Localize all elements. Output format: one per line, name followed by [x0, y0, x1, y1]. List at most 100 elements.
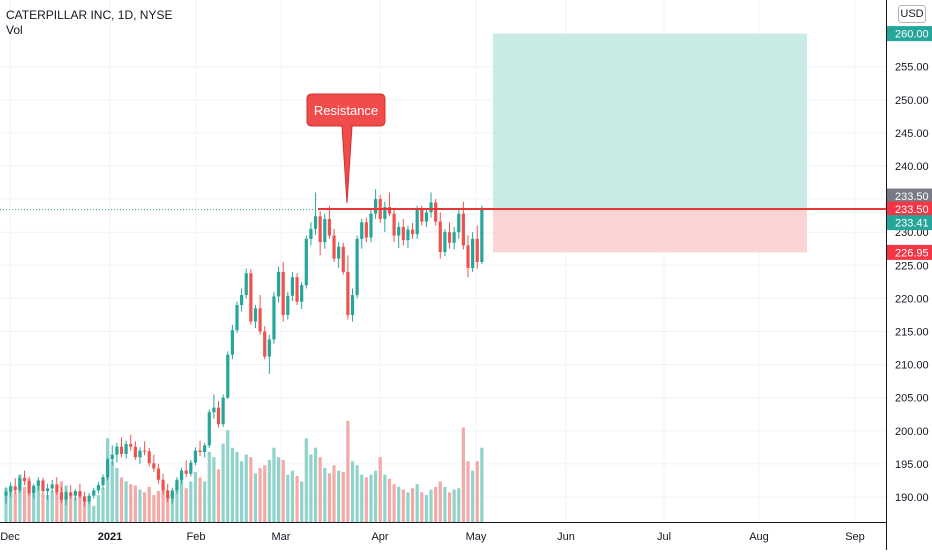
volume-bar [379, 457, 382, 522]
candle-body [342, 247, 345, 272]
candle-body [115, 447, 118, 455]
candle-body [9, 486, 12, 491]
chart-legend: CATERPILLAR INC, 1D, NYSE Vol [6, 8, 173, 38]
candle-body [125, 444, 128, 454]
candle-body [286, 296, 289, 315]
volume-bar [88, 502, 91, 522]
volume-bar [397, 487, 400, 522]
y-tick-label: 255.00 [895, 62, 929, 74]
volume-bar [342, 472, 345, 522]
y-tick-label: 210.00 [895, 360, 929, 372]
candle-body [14, 486, 17, 490]
volume-bar [314, 448, 317, 522]
candle-body [41, 480, 44, 491]
candle-body [46, 488, 49, 491]
price-axis[interactable]: 190.00195.00200.00205.00210.00215.00220.… [887, 0, 932, 550]
volume-bar [392, 484, 395, 522]
volume-bar [157, 491, 160, 522]
candle-body [185, 471, 188, 474]
volume-bar [101, 488, 104, 522]
candle-body [263, 332, 266, 357]
volume-bar [457, 488, 460, 522]
candle-body [453, 232, 456, 243]
volume-bar [323, 468, 326, 522]
volume-bar [254, 473, 257, 522]
volume-bar [305, 438, 308, 522]
candle-body [55, 484, 58, 492]
volume-bar [120, 477, 123, 522]
x-tick-label: 2021 [98, 531, 122, 543]
volume-bar [115, 468, 118, 522]
volume-bar [402, 490, 405, 522]
candle-body [23, 478, 26, 481]
candle-body [4, 492, 7, 496]
y-tick-label: 220.00 [895, 293, 929, 305]
candle-body [369, 214, 372, 238]
volume-bar [208, 452, 211, 522]
volume-bar [439, 482, 442, 523]
candle-body [277, 272, 280, 296]
volume-bar [189, 482, 192, 523]
volume-bar [337, 471, 340, 522]
volume-bar [134, 486, 137, 522]
y-tick-label: 240.00 [895, 161, 929, 173]
volume-bar [453, 490, 456, 522]
candle-body [416, 208, 419, 234]
candle-body [360, 222, 363, 239]
volume-bar [383, 475, 386, 522]
volume-bar [138, 490, 141, 522]
candle-body [28, 481, 31, 493]
symbol-title[interactable]: CATERPILLAR INC, 1D, NYSE [6, 8, 173, 23]
candle-body [254, 308, 257, 321]
candle-body [235, 305, 238, 330]
candle-body [120, 447, 123, 454]
volume-bar [425, 495, 428, 522]
price-label-text: 233.41 [895, 218, 929, 230]
candle-body [101, 477, 104, 485]
volume-bar [360, 475, 363, 522]
volume-bar [14, 492, 17, 522]
candle-body [374, 199, 377, 214]
candle-body [480, 210, 483, 262]
x-tick-label: Apr [371, 531, 388, 543]
x-tick-label: Aug [749, 531, 769, 543]
candle-body [411, 230, 414, 235]
volume-bar [471, 471, 474, 522]
x-tick-label: Feb [187, 531, 206, 543]
candle-body [208, 412, 211, 445]
y-tick-label: 195.00 [895, 459, 929, 471]
candle-body [83, 496, 86, 501]
volume-bar [148, 487, 151, 522]
currency-button[interactable]: USD [898, 5, 926, 23]
volume-bar [476, 461, 479, 522]
candle-body [314, 216, 317, 229]
volume-bar [235, 452, 238, 522]
volume-bar [198, 477, 201, 522]
volume-bar [152, 495, 155, 522]
candle-body [88, 496, 91, 502]
candle-body [157, 469, 160, 480]
candle-body [175, 480, 178, 491]
candle-body [402, 227, 405, 240]
candle-body [392, 214, 395, 236]
candle-body [231, 330, 234, 354]
y-tick-label: 225.00 [895, 260, 929, 272]
volume-bar [226, 430, 229, 522]
volume-bar [462, 428, 465, 523]
volume-bar [249, 457, 252, 522]
volume-bar [143, 492, 146, 522]
volume-bar [319, 457, 322, 522]
candle-body [365, 222, 368, 237]
volume-bar [411, 488, 414, 522]
candle-body [226, 355, 229, 398]
candle-body [245, 273, 248, 295]
volume-bar [356, 465, 359, 522]
candle-body [328, 219, 331, 236]
x-tick-label: Dec [0, 531, 20, 543]
volume-bar [369, 475, 372, 522]
volume-bar [300, 482, 303, 523]
candle-body [439, 222, 442, 252]
price-label-text: 233.50 [895, 191, 929, 203]
candle-body [346, 272, 349, 315]
